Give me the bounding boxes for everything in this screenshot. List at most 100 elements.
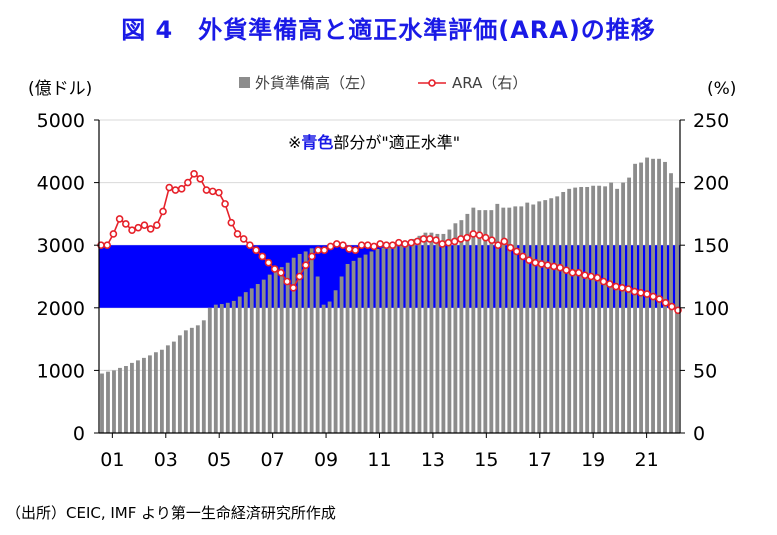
ara-point xyxy=(587,272,595,281)
ara-point xyxy=(134,223,143,232)
reserve-bar xyxy=(639,162,643,433)
reserve-bar xyxy=(279,267,284,433)
reserve-bar xyxy=(585,186,590,433)
reserve-bar xyxy=(411,238,416,433)
reserve-bar xyxy=(543,200,548,433)
ara-point xyxy=(512,247,521,256)
ara-point xyxy=(413,237,422,246)
chart-title: 図 4 外貨準備高と適正水準評価(ARA)の推移 xyxy=(121,16,656,44)
ara-point xyxy=(103,241,112,249)
ara-point xyxy=(227,218,236,227)
ara-point xyxy=(581,271,589,280)
ara-point xyxy=(289,283,298,292)
ara-point xyxy=(308,252,316,261)
reserve-bar xyxy=(261,279,266,433)
reserve-bar xyxy=(225,302,230,433)
legend-bar-swatch xyxy=(239,77,250,88)
reserve-bar xyxy=(339,276,344,433)
ara-point xyxy=(655,295,664,303)
reserve-bar xyxy=(219,304,224,433)
reserve-bar xyxy=(573,187,578,433)
reserve-bar xyxy=(112,370,116,433)
reserve-bar xyxy=(255,284,260,433)
ara-point xyxy=(233,230,242,238)
reserve-bar xyxy=(531,204,536,433)
reserve-bar xyxy=(321,304,326,433)
ara-point xyxy=(314,246,322,255)
ara-point xyxy=(643,290,651,298)
ara-point xyxy=(599,277,608,286)
ara-point xyxy=(370,242,378,251)
ara-point xyxy=(382,241,391,249)
ara-point xyxy=(332,240,341,248)
ara-point xyxy=(202,186,211,194)
reserve-bar xyxy=(165,345,170,433)
reserve-bar xyxy=(435,233,440,433)
ara-point xyxy=(283,277,291,286)
ara-point xyxy=(109,230,118,238)
ara-point xyxy=(618,283,626,292)
reserve-bar xyxy=(621,182,626,433)
legend-bar-label: 外貨準備高（左） xyxy=(255,74,375,92)
reserve-bar xyxy=(309,248,314,433)
reserve-bar xyxy=(477,210,482,433)
reserve-bar xyxy=(429,232,434,433)
reserve-bar xyxy=(231,300,236,433)
reserve-bar xyxy=(591,185,596,433)
ara-point xyxy=(481,233,490,242)
ara-point xyxy=(153,221,161,229)
reserve-bar xyxy=(525,202,530,433)
left-tick-label: 1000 xyxy=(37,360,85,382)
reserve-bar xyxy=(609,182,614,433)
right-tick-label: 150 xyxy=(693,235,729,257)
left-tick-label: 2000 xyxy=(37,298,85,320)
reserve-bar xyxy=(537,201,542,433)
x-tick-label: 13 xyxy=(421,449,445,471)
ara-point xyxy=(196,175,205,183)
ara-point xyxy=(419,235,428,243)
ara-point xyxy=(562,266,571,275)
ara-point xyxy=(146,225,155,233)
x-tick-label: 11 xyxy=(367,449,391,471)
ara-point xyxy=(277,268,285,277)
reserve-bar xyxy=(147,355,152,433)
reserve-bar xyxy=(100,373,104,433)
reserve-bar xyxy=(130,362,134,433)
reserve-bar xyxy=(171,341,176,433)
reserve-bar xyxy=(597,185,602,433)
ara-point xyxy=(636,288,645,297)
reserve-bar xyxy=(393,245,398,433)
ara-point xyxy=(612,282,620,291)
reserve-bar xyxy=(273,270,278,433)
ara-point xyxy=(426,235,434,243)
legend-line-label: ARA（右） xyxy=(452,74,527,92)
ara-point xyxy=(488,236,496,244)
left-tick-label: 0 xyxy=(73,423,85,445)
left-tick-label: 3000 xyxy=(37,235,85,257)
ara-point xyxy=(295,272,304,281)
reserve-bar xyxy=(177,335,182,433)
source-note: （出所）CEIC, IMF より第一生命経済研究所作成 xyxy=(6,504,336,522)
ara-point xyxy=(177,185,186,193)
reserve-bar xyxy=(285,262,290,433)
reserve-bar xyxy=(633,163,637,433)
x-tick-label: 21 xyxy=(635,449,659,471)
reserve-bar xyxy=(567,188,572,433)
reserve-bar xyxy=(136,360,140,433)
ara-point xyxy=(184,178,192,187)
left-tick-label: 5000 xyxy=(37,110,85,132)
reserve-bar xyxy=(213,304,218,433)
x-tick-label: 01 xyxy=(100,449,124,471)
x-tick-label: 15 xyxy=(474,449,498,471)
ara-point xyxy=(345,245,353,253)
ara-point xyxy=(339,241,347,249)
ara-point xyxy=(407,238,416,247)
reserve-bar xyxy=(237,296,242,433)
ara-point xyxy=(463,233,471,242)
reserve-bar xyxy=(363,254,368,433)
ara-point xyxy=(494,241,502,249)
reserve-bar xyxy=(471,207,476,433)
ara-point xyxy=(438,240,447,248)
reserve-bar xyxy=(118,367,122,433)
band-note: ※青色部分が"適正水準" xyxy=(288,133,460,152)
